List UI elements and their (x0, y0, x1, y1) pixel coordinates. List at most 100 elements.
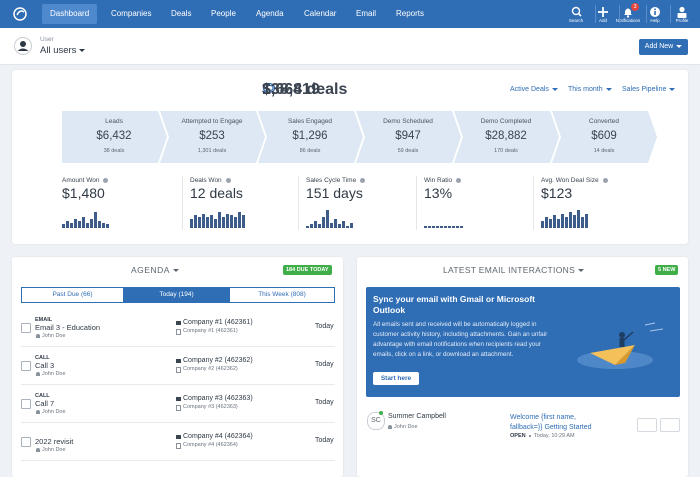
row-divider (21, 460, 335, 461)
nav-divider (619, 5, 620, 23)
nav-icon[interactable] (676, 5, 688, 18)
new-badge: 5 NEW (655, 265, 679, 275)
spark-bar (314, 220, 317, 228)
action-button[interactable] (637, 418, 657, 432)
task-due: Today (315, 361, 334, 368)
metric-value: 151 days (306, 185, 363, 201)
user-selector[interactable]: All users (40, 45, 86, 56)
email-owner: John Doe (394, 424, 418, 430)
stage-name: Converted (589, 118, 619, 125)
coin-icon (262, 81, 276, 99)
task-company: Company #3 (462363) (183, 395, 253, 402)
nav-item[interactable]: Deals (171, 9, 192, 18)
info-icon (456, 177, 462, 183)
nav-icon[interactable] (649, 5, 661, 17)
task-title: 2022 revisit (35, 437, 74, 446)
summary: $38,419 1,668 deals (262, 81, 347, 99)
task-company: Company #1 (462361) (183, 319, 253, 326)
spark-bar (82, 217, 85, 228)
doc-icon (176, 443, 181, 449)
add-new-button[interactable]: Add New (639, 39, 688, 55)
company-icon (176, 321, 181, 325)
email-subject[interactable]: Welcome {first name, fallback=}} Getting… (510, 414, 592, 431)
nav-icon-label: Help (650, 18, 660, 23)
stage-amount: $253 (199, 130, 225, 142)
task-type: CALL (35, 393, 50, 399)
nav-item[interactable]: Companies (111, 9, 152, 18)
filter-dropdown[interactable]: Sales Pipeline (622, 86, 676, 93)
spark-bar (322, 217, 325, 228)
agenda-tab[interactable]: Past Due (66) (21, 287, 124, 303)
checkbox[interactable] (21, 323, 31, 333)
spark-bar (330, 222, 333, 228)
agenda-tab[interactable]: Today (194) (124, 287, 229, 303)
nav-divider (646, 5, 647, 23)
task-company-sub: Company #3 (462363) (183, 404, 238, 410)
caret (676, 44, 683, 48)
filter-dropdown[interactable]: Active Deals (510, 86, 558, 93)
filter-dropdown[interactable]: This month (568, 86, 612, 93)
task-title: Call 7 (35, 399, 55, 408)
nav-item[interactable]: Agenda (256, 9, 284, 18)
spark-bar (62, 224, 65, 228)
nav-bar (0, 0, 700, 28)
email-title[interactable]: LATEST EMAIL INTERACTIONS (443, 265, 585, 275)
spark-bar (66, 220, 69, 228)
nav-icon[interactable] (622, 5, 634, 18)
spark-bar (581, 217, 584, 228)
spark-bar (78, 220, 81, 228)
metric-divider (533, 176, 534, 230)
promo-button[interactable]: Start here (373, 372, 419, 385)
due-badge: 184 DUE TODAY (283, 265, 332, 275)
doc-icon (176, 367, 181, 373)
stage-deals: 38 deals (103, 148, 125, 154)
caret (578, 269, 585, 273)
stage-amount: $1,296 (292, 130, 328, 142)
row-divider (21, 422, 335, 423)
spark-bar (70, 222, 73, 228)
logo[interactable] (12, 6, 28, 22)
action-button[interactable] (660, 418, 680, 432)
spark-bar (94, 211, 97, 228)
stage-amount: $28,882 (485, 130, 527, 142)
nav-icon[interactable] (597, 5, 609, 17)
checkbox[interactable] (21, 437, 31, 447)
stage-deals: 59 deals (397, 148, 419, 154)
spark-bar (545, 217, 548, 228)
spark-bar (565, 217, 568, 228)
metric-label: Avg. Won Deal Size (541, 177, 608, 184)
stage-amount: $947 (395, 130, 421, 142)
spark-bar (549, 219, 552, 228)
spark-bar (432, 226, 435, 228)
nav-divider (595, 5, 596, 23)
nav-item[interactable]: People (211, 9, 236, 18)
spark-bar (424, 226, 427, 228)
dot-separator (529, 435, 531, 437)
agenda-tab[interactable]: This Week (808) (229, 287, 335, 303)
nav-icon[interactable] (570, 5, 582, 17)
spark-bar (234, 217, 237, 228)
person-icon (36, 372, 40, 376)
agenda-title[interactable]: AGENDA (131, 265, 179, 275)
spark-bar (214, 219, 217, 228)
spark-bar (194, 215, 197, 228)
nav-item[interactable]: Reports (396, 9, 425, 18)
stage-name: Demo Scheduled (383, 118, 433, 125)
info-icon (225, 177, 231, 183)
checkbox[interactable] (21, 361, 31, 371)
task-person: John Doe (42, 333, 66, 339)
person-icon (36, 448, 40, 452)
nav-item[interactable]: Email (356, 9, 377, 18)
checkbox[interactable] (21, 399, 31, 409)
task-person: John Doe (42, 409, 66, 415)
spark-bar (334, 219, 337, 228)
metric-value: $123 (541, 185, 573, 201)
nav-item[interactable]: Dashboard (42, 4, 98, 24)
nav-item[interactable]: Calendar (304, 9, 337, 18)
row-divider (21, 346, 335, 347)
caret (605, 87, 612, 91)
spark-bar (218, 211, 221, 228)
chevron[interactable] (280, 81, 292, 99)
info-icon (103, 177, 109, 183)
